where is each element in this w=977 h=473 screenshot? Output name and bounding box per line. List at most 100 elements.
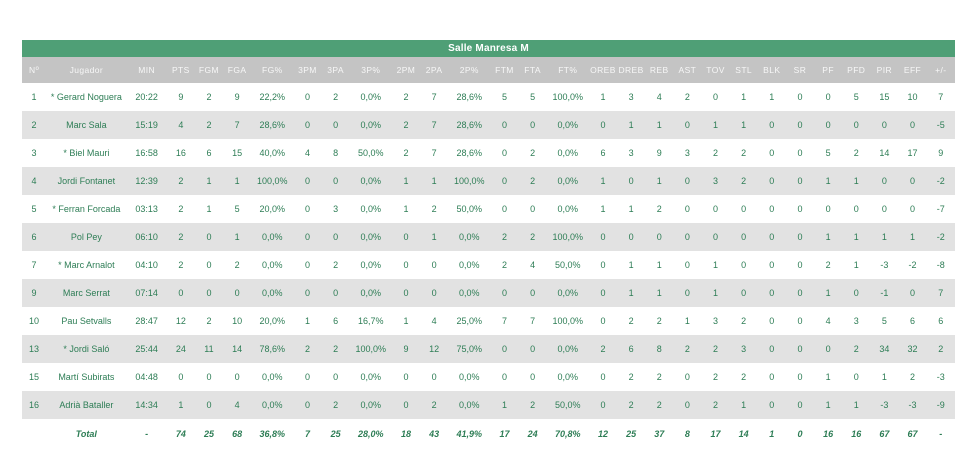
cell-eff: 0 (910, 120, 916, 130)
cell-pfd: 0 (853, 204, 859, 214)
cell-stl: 2 (741, 372, 747, 382)
cell-3pa: 2 (333, 344, 339, 354)
cell-ft-pct: 0,0% (557, 120, 579, 130)
cell-ftm: 7 (501, 316, 507, 326)
cell-fg-pct: 0,0% (262, 400, 283, 410)
cell-fg-pct: 20,0% (259, 204, 286, 214)
cell-pfd: 0 (853, 288, 859, 298)
cell-3pm: 2 (304, 344, 310, 354)
cell-3p-pct: 0,0% (360, 204, 382, 214)
cell-dreb: 0 (628, 176, 634, 186)
cell-2pm: 0 (403, 232, 409, 242)
cell-pf: 0 (825, 204, 831, 214)
cell-ftm: 0 (501, 288, 507, 298)
cell-ft-pct: 0,0% (557, 288, 579, 298)
cell-2pm: 0 (403, 260, 409, 270)
cell-tov: 2 (713, 148, 719, 158)
cell-plus-minus: -8 (936, 260, 945, 270)
cell-oreb: 0 (600, 288, 606, 298)
cell-fg-pct: 22,2% (259, 92, 286, 102)
cell-pts: 2 (178, 204, 184, 214)
cell-pfd: 2 (853, 344, 859, 354)
cell-plus-minus: 9 (938, 148, 944, 158)
cell-num: 13 (29, 344, 40, 354)
cell-2pm: 9 (403, 344, 409, 354)
cell-3p-pct: 16,7% (358, 316, 384, 326)
cell-ftm: 0 (501, 204, 507, 214)
cell-sr: 0 (797, 400, 803, 410)
cell-2pa: 2 (431, 400, 437, 410)
cell-ast: 1 (684, 316, 690, 326)
cell-3pa: 2 (333, 260, 339, 270)
cell-num: 7 (31, 260, 37, 270)
cell-ftm: 0 (501, 372, 507, 382)
column-header-sr: SR (785, 57, 815, 83)
column-header-plus-minus: +/- (926, 57, 955, 83)
cell-eff: 1 (910, 232, 916, 242)
cell-fta: 0 (530, 288, 536, 298)
cell-ftm: 1 (501, 400, 507, 410)
cell-fta: 2 (530, 148, 536, 158)
cell-num: 4 (31, 176, 37, 186)
cell-pfd: 1 (853, 400, 859, 410)
cell-fga: 5 (234, 204, 240, 214)
cell-plus-minus: -2 (936, 232, 945, 242)
cell-3pa: 2 (333, 92, 339, 102)
cell-3pm: 0 (304, 232, 310, 242)
cell-blk: 0 (769, 344, 775, 354)
cell-fta: 0 (530, 204, 536, 214)
cell-dreb: 3 (628, 92, 634, 102)
cell-2p-pct: 28,6% (456, 148, 483, 158)
cell-fgm: 0 (206, 400, 212, 410)
cell-plus-minus: -9 (936, 400, 945, 410)
column-header-tov: TOV (701, 57, 730, 83)
cell-oreb: 0 (600, 400, 606, 410)
cell-fga: 1 (234, 232, 240, 242)
cell-pts: 2 (178, 176, 184, 186)
cell-pir: 14 (879, 148, 890, 158)
cell-2p-pct: 0,0% (459, 232, 480, 242)
cell-dreb: 6 (628, 344, 634, 354)
cell-stl: 14 (738, 429, 749, 439)
header-row: Nº Jugador MIN PTS FGM FGA FG% 3PM 3PA 3P% 2PM 2PA 2… (22, 57, 955, 83)
cell-ftm: 17 (499, 429, 510, 439)
cell-2pm: 18 (400, 429, 411, 439)
cell-oreb: 0 (600, 372, 606, 382)
cell-min: 14:34 (135, 400, 158, 410)
cell-2pa: 0 (431, 288, 437, 298)
column-header-ast: AST (673, 57, 702, 83)
cell-3pa: 0 (333, 372, 339, 382)
cell-fgm: 2 (206, 120, 212, 130)
cell-ftm: 0 (501, 344, 507, 354)
cell-blk: 0 (769, 260, 775, 270)
cell-oreb: 2 (600, 344, 606, 354)
cell-fta: 2 (530, 232, 536, 242)
cell-num: 5 (31, 204, 37, 214)
cell-pir: -3 (880, 260, 889, 270)
cell-2pa: 7 (431, 92, 437, 102)
player-name: Pau Setvalls (61, 316, 112, 326)
player-row: 7 * Marc Arnalot 04:10 2 0 2 0,0% 0 2 0,0% 0 0 0,0% 2… (22, 251, 955, 279)
player-row: 13 * Jordi Saló 25:44 24 11 14 78,6% 2 2 100,0% 9 1… (22, 335, 955, 363)
cell-ft-pct: 100,0% (552, 232, 584, 242)
cell-3p-pct: 0,0% (360, 120, 382, 130)
cell-ft-pct: 100,0% (552, 316, 584, 326)
cell-pf: 0 (825, 120, 831, 130)
cell-2pa: 43 (429, 429, 440, 439)
cell-pf: 1 (825, 176, 831, 186)
cell-pf: 16 (823, 429, 834, 439)
cell-2pm: 0 (403, 288, 409, 298)
cell-pts: 9 (178, 92, 184, 102)
column-header-pts: PTS (166, 57, 195, 83)
cell-ast: 0 (684, 232, 690, 242)
cell-fgm: 25 (203, 429, 214, 439)
cell-stl: 2 (741, 148, 747, 158)
cell-2p-pct: 0,0% (459, 400, 480, 410)
cell-pf: 0 (825, 92, 831, 102)
cell-fg-pct: 36,8% (259, 429, 286, 439)
cell-3p-pct: 0,0% (360, 288, 382, 298)
cell-3p-pct: 50,0% (358, 148, 384, 158)
cell-2p-pct: 28,6% (456, 120, 483, 130)
cell-pts: 0 (178, 288, 184, 298)
cell-sr: 0 (797, 344, 803, 354)
